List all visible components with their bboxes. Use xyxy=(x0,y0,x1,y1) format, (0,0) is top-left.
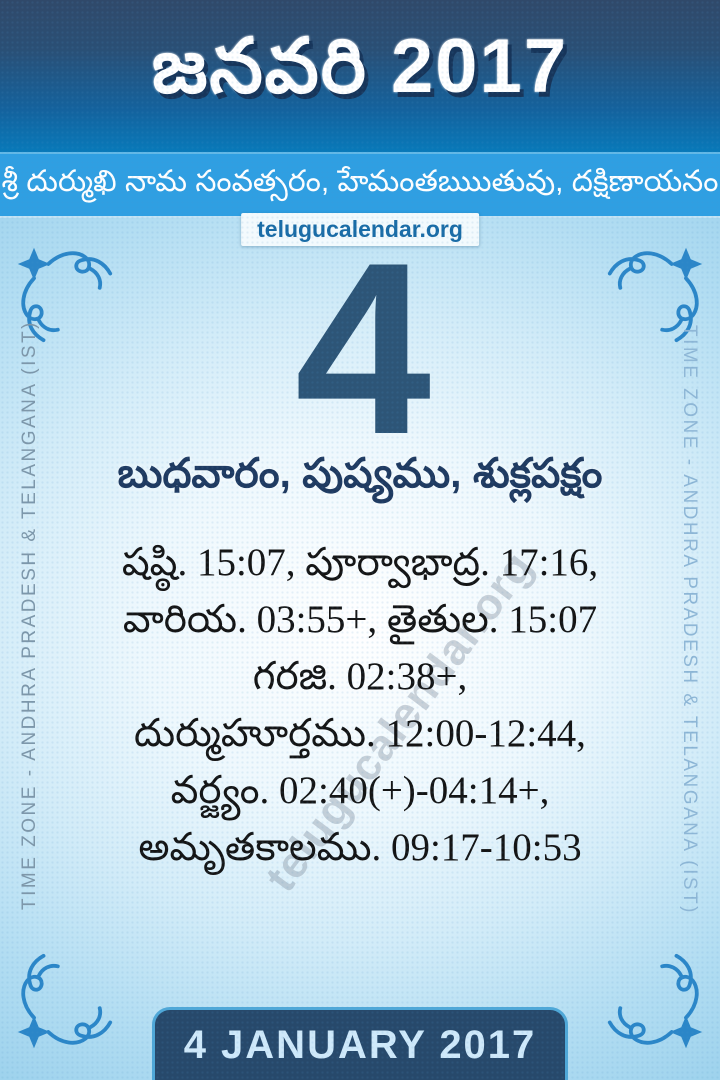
weekday-nakshatra-paksha: బుధవారం, పుష్యము, శుక్లపక్షం xyxy=(117,450,603,496)
panchangam-line: వర్జ్యం. 02:40(+)-04:14+, xyxy=(170,769,550,812)
footer-date: 4 JANUARY 2017 xyxy=(183,1023,537,1067)
year-season-text: శ్రీ దుర్ముఖి నామ సంవత్సరం, హేమంతఋుతువు,… xyxy=(1,164,719,198)
day-number: 4 xyxy=(294,211,431,485)
panchangam-line: దుర్ముహూర్తము. 12:00-12:44, xyxy=(134,712,586,755)
panchangam-line: గరజి. 02:38+, xyxy=(252,655,468,698)
year-season-banner: శ్రీ దుర్ముఖి నామ సంవత్సరం, హేమంతఋుతువు,… xyxy=(0,152,720,218)
header: జనవరి 2017 xyxy=(0,0,720,152)
panchangam-line: షష్ఠి. 15:07, పూర్వాభాద్ర. 17:16, xyxy=(121,541,599,584)
site-badge: telugucalendar.org xyxy=(241,213,479,246)
corner-flourish-icon xyxy=(17,247,113,343)
panchangam-line: వారియ. 03:55+, తైతుల. 15:07 xyxy=(122,598,598,641)
footer-date-bar: 4 JANUARY 2017 xyxy=(152,1007,568,1080)
corner-flourish-icon xyxy=(17,953,113,1049)
corner-flourish-icon xyxy=(607,247,703,343)
panchangam-line: అమృతకాలము. 09:17-10:53 xyxy=(138,826,582,869)
page-title: జనవరి 2017 xyxy=(151,24,569,109)
panchangam-details: షష్ఠి. 15:07, పూర్వాభాద్ర. 17:16, వారియ.… xyxy=(40,534,680,876)
corner-flourish-icon xyxy=(607,953,703,1049)
